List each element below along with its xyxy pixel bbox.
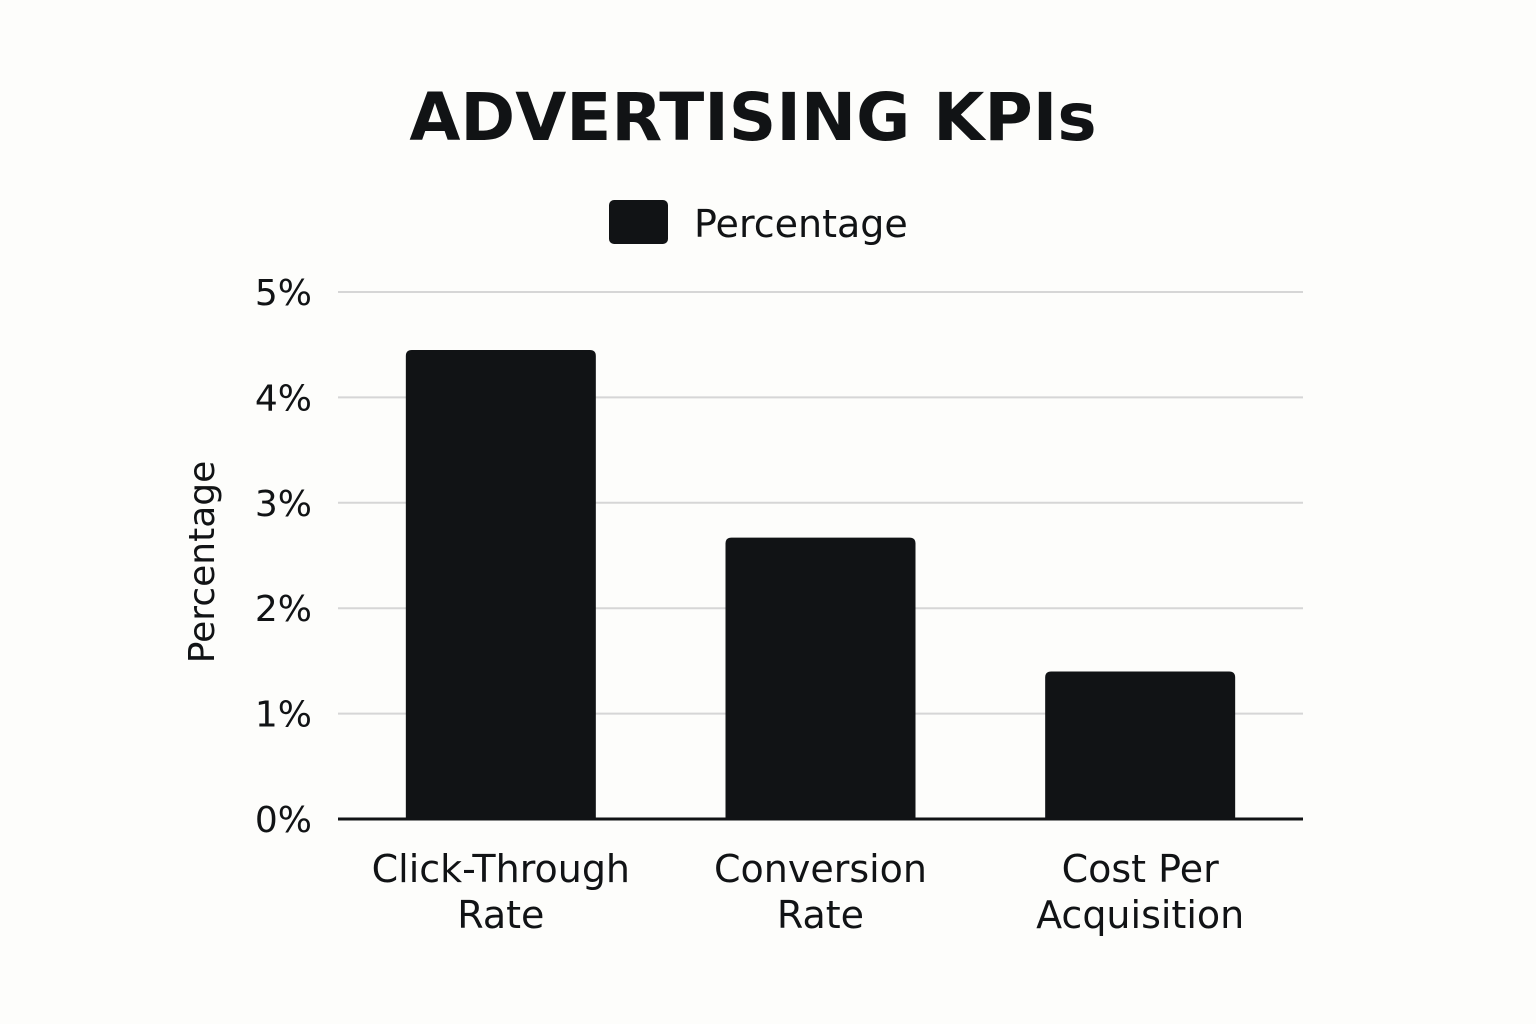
legend-swatch	[609, 200, 668, 244]
x-category-label: Cost Per	[1062, 847, 1219, 891]
y-tick-label: 2%	[255, 589, 312, 630]
bar	[725, 537, 916, 819]
legend: Percentage	[609, 200, 908, 246]
x-category-label: Conversion	[714, 847, 927, 891]
y-tick-label: 3%	[255, 484, 312, 525]
x-category-label: Rate	[777, 893, 864, 937]
y-axis-label: Percentage	[182, 461, 223, 664]
legend-label: Percentage	[694, 202, 908, 246]
chart-title: ADVERTISING KPIs	[409, 79, 1096, 156]
x-category-label: Acquisition	[1036, 893, 1244, 937]
y-tick-label: 0%	[255, 800, 312, 841]
bar	[405, 349, 596, 819]
x-category-label: Click-Through	[372, 847, 630, 891]
bar	[1045, 671, 1236, 819]
y-tick-label: 5%	[255, 273, 312, 314]
y-tick-label: 4%	[255, 378, 312, 419]
bars	[405, 349, 1236, 819]
y-axis-ticks: 0% 1% 2% 3% 4% 5%	[255, 273, 312, 841]
y-tick-label: 1%	[255, 695, 312, 736]
x-category-label: Rate	[457, 893, 544, 937]
